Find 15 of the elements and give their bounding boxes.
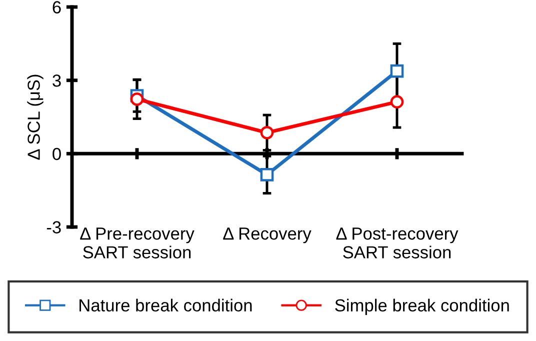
legend-label: Nature break condition — [80, 298, 252, 312]
y-axis-title: Δ SCL (μS) — [27, 74, 44, 160]
y-tick-label: 6 — [52, 1, 61, 14]
x-tick-label: Δ Recovery — [223, 228, 312, 244]
y-tick-label: -3 — [46, 221, 61, 234]
point — [390, 64, 404, 78]
point — [260, 168, 274, 182]
point — [130, 92, 144, 106]
y-tick-label: 3 — [52, 74, 61, 87]
legend-label: Simple break condition — [335, 298, 509, 315]
point — [260, 126, 274, 140]
point — [390, 95, 404, 109]
y-tick-label: 0 — [52, 148, 61, 160]
x-tick-label: Δ Pre-recovery SART session — [80, 228, 194, 258]
x-tick-label: Δ Post-recovery SART session — [336, 228, 458, 258]
